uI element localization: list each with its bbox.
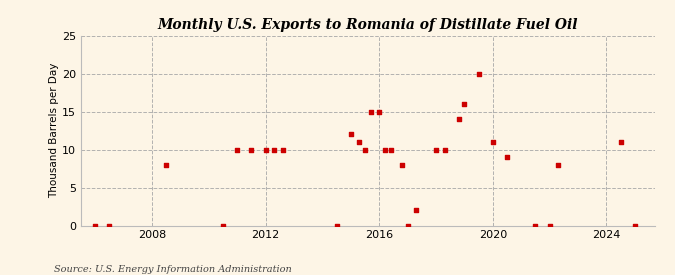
Point	[530, 223, 541, 228]
Point	[439, 147, 450, 152]
Point	[396, 163, 407, 167]
Point	[379, 147, 390, 152]
Point	[402, 223, 413, 228]
Point	[346, 132, 356, 137]
Point	[232, 147, 242, 152]
Point	[630, 223, 641, 228]
Title: Monthly U.S. Exports to Romania of Distillate Fuel Oil: Monthly U.S. Exports to Romania of Disti…	[158, 18, 578, 32]
Point	[544, 223, 555, 228]
Point	[217, 223, 228, 228]
Point	[385, 147, 396, 152]
Point	[487, 140, 498, 144]
Point	[331, 223, 342, 228]
Point	[459, 102, 470, 106]
Point	[104, 223, 115, 228]
Y-axis label: Thousand Barrels per Day: Thousand Barrels per Day	[49, 63, 59, 198]
Point	[365, 109, 376, 114]
Point	[473, 72, 484, 76]
Point	[354, 140, 364, 144]
Point	[261, 147, 271, 152]
Point	[553, 163, 564, 167]
Point	[161, 163, 171, 167]
Point	[277, 147, 288, 152]
Point	[246, 147, 256, 152]
Point	[374, 109, 385, 114]
Point	[360, 147, 371, 152]
Point	[454, 117, 464, 122]
Point	[269, 147, 279, 152]
Point	[411, 208, 422, 213]
Point	[431, 147, 441, 152]
Point	[616, 140, 626, 144]
Point	[502, 155, 512, 160]
Point	[90, 223, 101, 228]
Text: Source: U.S. Energy Information Administration: Source: U.S. Energy Information Administ…	[54, 265, 292, 274]
